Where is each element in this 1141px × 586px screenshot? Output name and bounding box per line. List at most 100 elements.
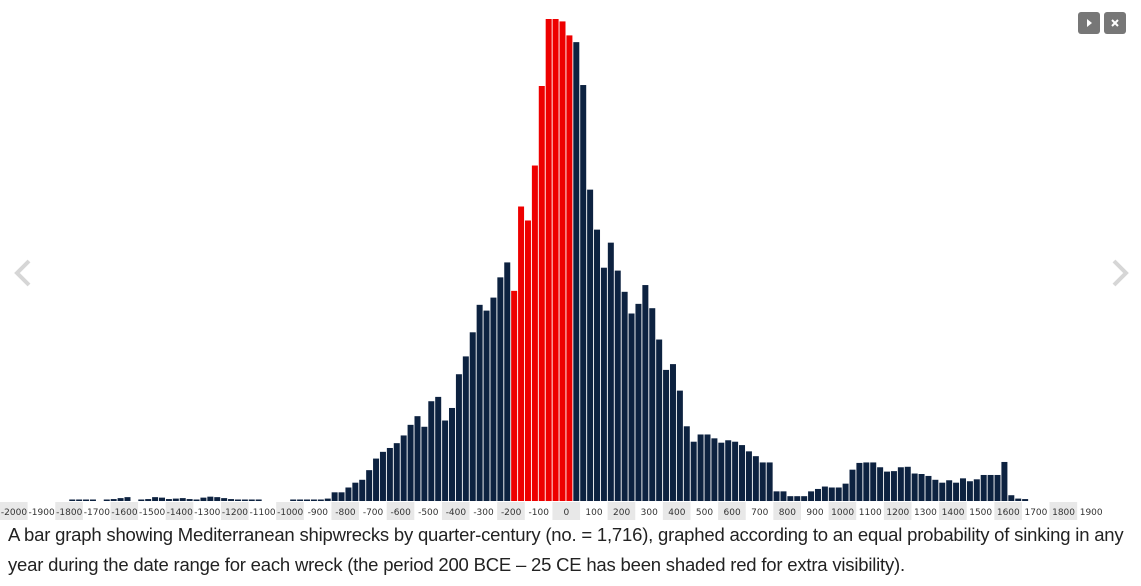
axis-band-cell xyxy=(55,502,83,520)
bar xyxy=(304,499,311,501)
bar xyxy=(656,339,663,501)
bar xyxy=(718,442,725,501)
bar xyxy=(821,486,828,501)
play-button[interactable] xyxy=(1078,12,1100,34)
bar xyxy=(669,364,676,501)
bar xyxy=(379,451,386,501)
x-tick-label: 400 xyxy=(668,508,685,518)
bar xyxy=(704,434,711,501)
bar xyxy=(690,441,697,501)
axis-band-cell xyxy=(0,502,28,520)
x-tick-label: -900 xyxy=(308,508,329,518)
bar xyxy=(338,492,345,501)
bar xyxy=(946,480,953,501)
bar xyxy=(476,304,483,501)
x-tick-label: 600 xyxy=(724,508,741,518)
bar xyxy=(621,291,628,501)
x-tick-label: 1400 xyxy=(942,508,965,518)
bar xyxy=(200,497,207,501)
axis-band-cell xyxy=(276,502,304,520)
bar xyxy=(863,462,870,501)
x-tick-label: -100 xyxy=(529,508,550,518)
x-tick-label: -1600 xyxy=(111,508,137,518)
axis-band-cell xyxy=(773,502,801,520)
bar xyxy=(310,499,317,501)
x-axis-tick-labels: -2000 -1900 -1800 -1700 -1600 -1500 -1400 -1300… xyxy=(1,508,1103,518)
bar xyxy=(856,462,863,501)
axis-band-cell xyxy=(607,502,636,520)
bar xyxy=(918,474,925,501)
x-tick-label: -300 xyxy=(473,508,494,518)
bar xyxy=(849,469,856,501)
bar xyxy=(221,498,228,501)
axis-band-cell xyxy=(939,502,967,520)
x-tick-label: 1600 xyxy=(997,508,1020,518)
x-tick-label: -700 xyxy=(363,508,384,518)
x-tick-label: 800 xyxy=(779,508,796,518)
x-tick-label: -1500 xyxy=(139,508,165,518)
bar xyxy=(145,499,152,501)
bar xyxy=(573,42,580,501)
bar xyxy=(497,277,504,501)
bar xyxy=(559,21,566,501)
x-tick-label: -1300 xyxy=(194,508,220,518)
bar xyxy=(1015,498,1022,501)
bar xyxy=(752,456,759,501)
bar xyxy=(504,262,511,501)
bar xyxy=(414,416,421,501)
bar xyxy=(331,492,338,501)
bar xyxy=(939,482,946,501)
bar xyxy=(138,499,145,501)
bar xyxy=(290,499,297,501)
bar xyxy=(214,497,221,501)
x-tick-label: 1000 xyxy=(831,508,854,518)
x-tick-label: 700 xyxy=(751,508,768,518)
bar xyxy=(89,499,96,501)
previous-button[interactable] xyxy=(11,255,37,291)
bar xyxy=(890,471,897,501)
bar xyxy=(959,478,966,501)
bar xyxy=(103,499,110,501)
bar xyxy=(628,313,635,501)
close-button[interactable] xyxy=(1104,12,1126,34)
bar xyxy=(538,86,545,501)
bar xyxy=(739,445,746,501)
bar xyxy=(745,451,752,501)
bar xyxy=(324,498,331,501)
bar xyxy=(877,467,884,501)
bar xyxy=(870,462,877,501)
bar xyxy=(676,390,683,501)
bar xyxy=(386,447,393,501)
bar xyxy=(483,310,490,501)
bar xyxy=(980,474,987,501)
bar xyxy=(531,165,538,501)
bar xyxy=(234,499,241,501)
axis-band-cell xyxy=(220,502,249,520)
x-tick-label: 1200 xyxy=(886,508,909,518)
bar xyxy=(462,356,469,501)
bar xyxy=(228,499,235,501)
bar xyxy=(925,475,932,501)
bar xyxy=(407,424,414,501)
axis-band-cell xyxy=(883,502,912,520)
image-caption: A bar graph showing Mediterranean shipwr… xyxy=(8,524,1124,575)
axis-band-cell xyxy=(552,502,581,520)
bar xyxy=(884,471,891,501)
x-tick-label: -500 xyxy=(418,508,439,518)
x-tick-label: -2000 xyxy=(1,508,27,518)
next-button[interactable] xyxy=(1106,255,1132,291)
play-icon xyxy=(1087,19,1092,27)
bar xyxy=(490,297,497,501)
bar xyxy=(904,466,911,501)
axis-band-cell xyxy=(165,502,194,520)
x-tick-label: 1500 xyxy=(969,508,992,518)
bar xyxy=(297,499,304,501)
axis-band-cell xyxy=(828,502,857,520)
x-tick-label: 900 xyxy=(806,508,823,518)
bar xyxy=(1008,495,1015,501)
bar xyxy=(607,242,614,501)
x-tick-label: -800 xyxy=(335,508,356,518)
bar xyxy=(725,440,732,501)
x-tick-label: 200 xyxy=(613,508,630,518)
